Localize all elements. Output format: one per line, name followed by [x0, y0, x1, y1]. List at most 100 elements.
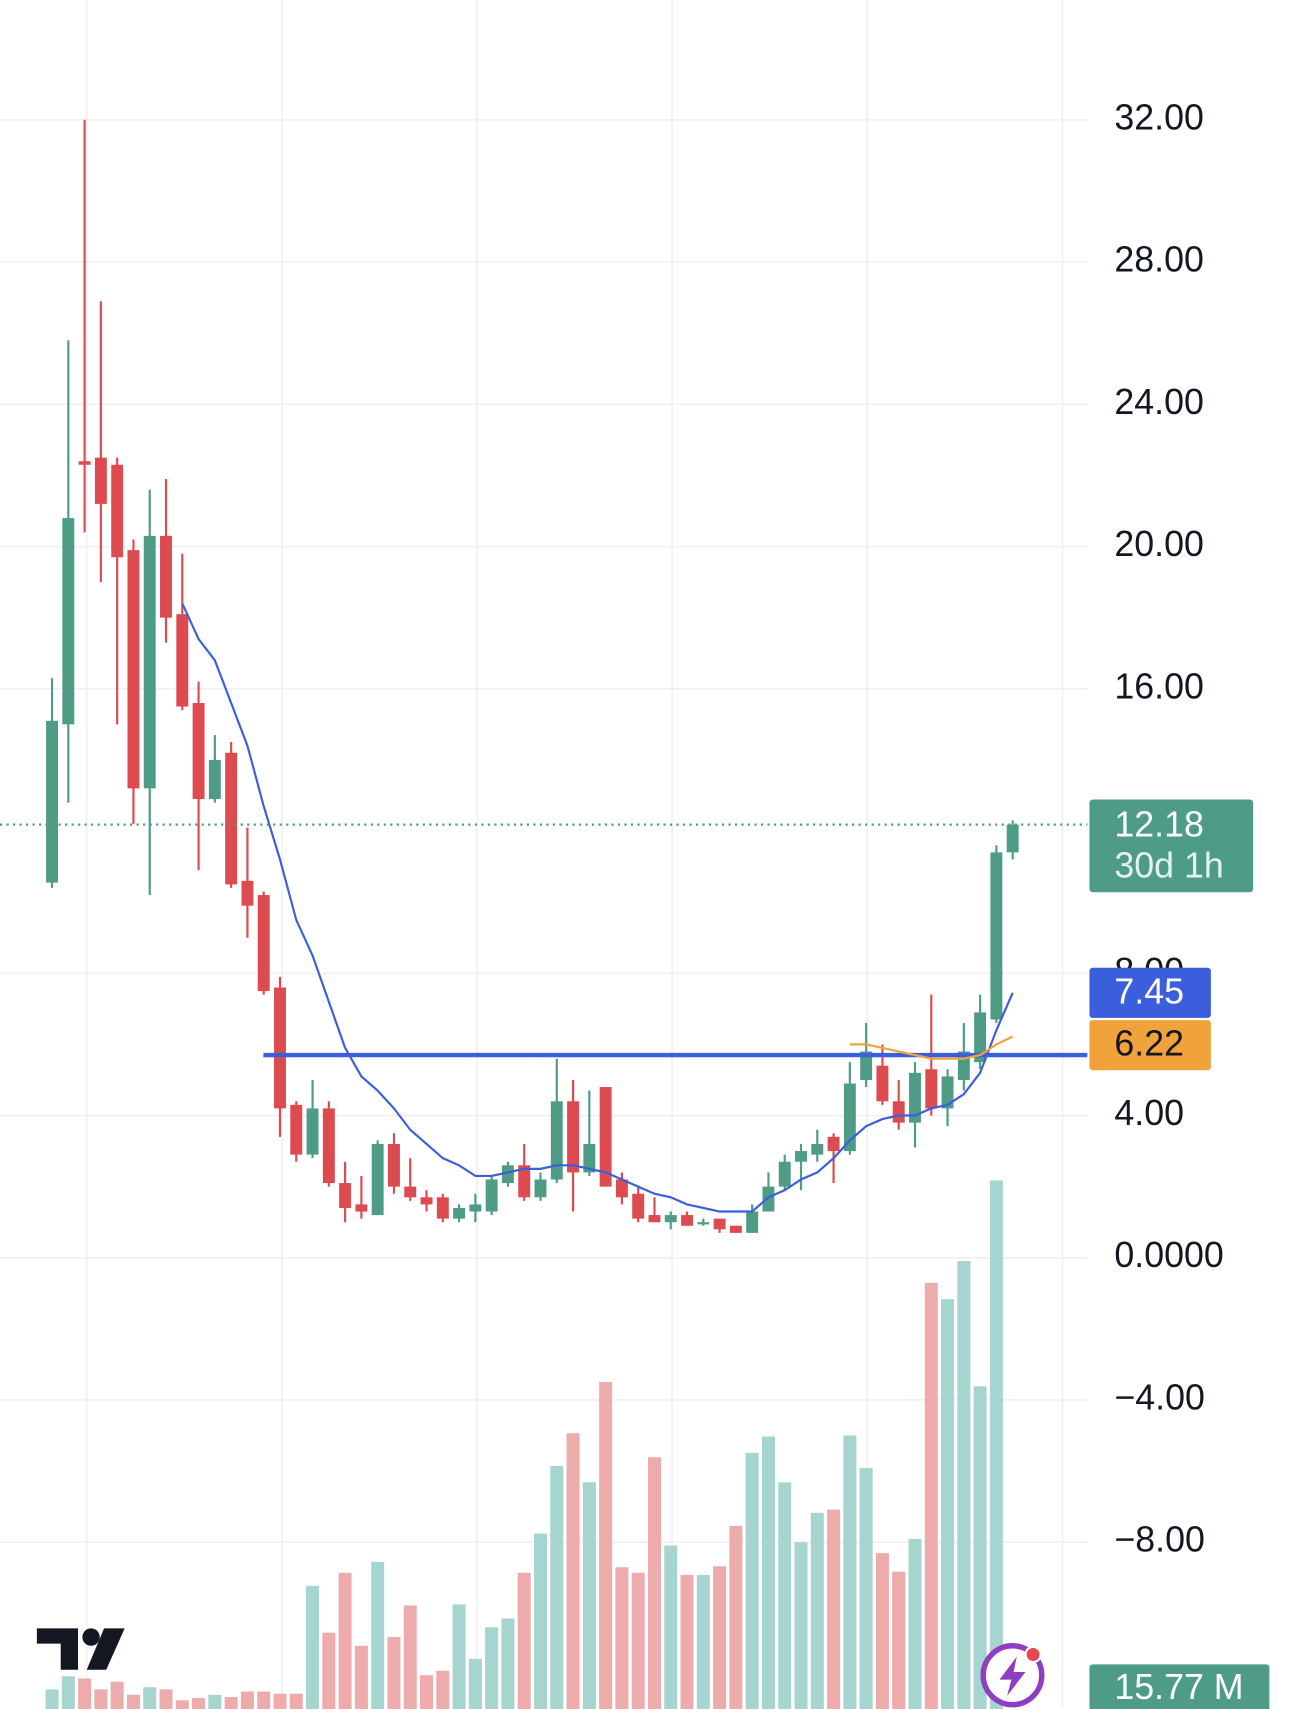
volume-bar: [566, 1433, 580, 1709]
volume-bar: [517, 1572, 531, 1709]
candle-body: [811, 1143, 824, 1155]
volume-bar: [208, 1694, 222, 1709]
vertical-grid: [85, 0, 1064, 1709]
candle-body: [176, 614, 189, 707]
candle-body: [111, 464, 124, 558]
volume-bar: [468, 1658, 482, 1709]
logo-part: [82, 1628, 100, 1646]
y-tick-label: −8.00: [1114, 1520, 1204, 1560]
indicator-label: 6.22: [1114, 1024, 1184, 1064]
volume-bar: [989, 1180, 1003, 1709]
candle-body: [160, 535, 172, 618]
volume-bar: [387, 1637, 401, 1709]
candle-body: [746, 1211, 759, 1233]
candle-body: [501, 1165, 514, 1184]
volume-bar: [420, 1675, 434, 1709]
candle-body: [225, 752, 238, 885]
price-axis: 32.0028.0024.0020.0016.008.004.000.0000−…: [1114, 97, 1223, 1559]
candle-body: [290, 1104, 303, 1155]
candle-body: [827, 1136, 840, 1152]
volume-bar: [143, 1687, 157, 1709]
volume-label: 15.77 M: [1114, 1667, 1243, 1707]
volume-bar: [436, 1670, 450, 1709]
volume-bar: [322, 1632, 336, 1709]
volume-bar: [761, 1436, 775, 1709]
candle-body: [143, 535, 156, 789]
candle-body: [371, 1143, 384, 1216]
volume-bar: [501, 1618, 515, 1709]
candle-body: [974, 1012, 987, 1063]
volume-bar: [599, 1382, 613, 1709]
volume-bar: [94, 1689, 108, 1709]
y-tick-label: 20.00: [1114, 524, 1204, 564]
candle-body: [257, 895, 270, 992]
volume-bar: [843, 1435, 857, 1709]
candle-body: [404, 1186, 417, 1198]
volume-bar: [289, 1693, 303, 1709]
indicator-box: [1089, 967, 1211, 1018]
tradingview-logo: [36, 1628, 125, 1670]
candle-body: [648, 1215, 661, 1223]
candles: [46, 119, 1019, 1233]
candle-body: [697, 1222, 710, 1225]
volume-bar: [875, 1553, 889, 1709]
y-tick-label: 4.00: [1114, 1093, 1184, 1133]
volume-bar: [713, 1566, 727, 1709]
lightning-icon: [999, 1656, 1026, 1696]
candle-body: [664, 1215, 677, 1223]
candle-body: [876, 1065, 889, 1102]
candle-body: [583, 1143, 596, 1173]
volume-bar: [338, 1572, 352, 1709]
candle-body: [62, 518, 75, 725]
volume-bar: [957, 1261, 971, 1709]
volume-bar: [941, 1299, 955, 1709]
volume-bar: [664, 1545, 678, 1709]
volume-bar: [257, 1691, 271, 1709]
notification-dot: [1024, 1645, 1042, 1664]
candle-body: [909, 1072, 921, 1123]
volume-bar: [485, 1627, 499, 1709]
candle-body: [241, 880, 254, 906]
last-price-box: [1089, 799, 1254, 893]
candle-body: [518, 1165, 531, 1198]
volume-bar: [354, 1645, 368, 1709]
candle-body: [485, 1179, 498, 1212]
overlays: [0, 602, 1088, 1213]
volume-bar: [159, 1689, 173, 1709]
volume-bar: [745, 1452, 759, 1709]
candle-body: [339, 1183, 352, 1208]
volume-bar: [126, 1694, 140, 1709]
moving-average: [181, 602, 1014, 1213]
volume-bar: [827, 1509, 841, 1709]
candle-body: [990, 852, 1003, 1020]
candle-body: [78, 461, 91, 465]
candle-body: [550, 1101, 563, 1180]
candle-body: [127, 550, 140, 789]
candle-body: [795, 1151, 807, 1162]
volume-bar: [680, 1574, 694, 1709]
volume-bar: [696, 1574, 710, 1709]
volume-bar: [78, 1678, 92, 1709]
candle-body: [469, 1204, 482, 1212]
volume-bar: [582, 1482, 596, 1709]
volume-bar: [924, 1282, 938, 1709]
candle-body: [599, 1087, 612, 1187]
volume-bar: [224, 1697, 238, 1709]
candle-body: [46, 720, 58, 883]
volume-bar: [110, 1681, 124, 1709]
lightning-button[interactable]: [980, 1643, 1045, 1708]
volume-bar: [192, 1698, 206, 1709]
volume-bar: [533, 1533, 548, 1709]
candle-body: [306, 1108, 319, 1155]
candle-body: [843, 1083, 856, 1152]
candle-body: [713, 1218, 726, 1230]
candle-body: [534, 1179, 547, 1198]
volume-bar: [973, 1386, 987, 1709]
indicator-box: [1089, 1020, 1211, 1071]
y-tick-label: 32.00: [1114, 97, 1204, 137]
volume-bar: [403, 1605, 417, 1709]
volume-bar: [892, 1571, 906, 1709]
y-tick-label: 28.00: [1114, 239, 1204, 279]
candle-body: [762, 1186, 775, 1212]
